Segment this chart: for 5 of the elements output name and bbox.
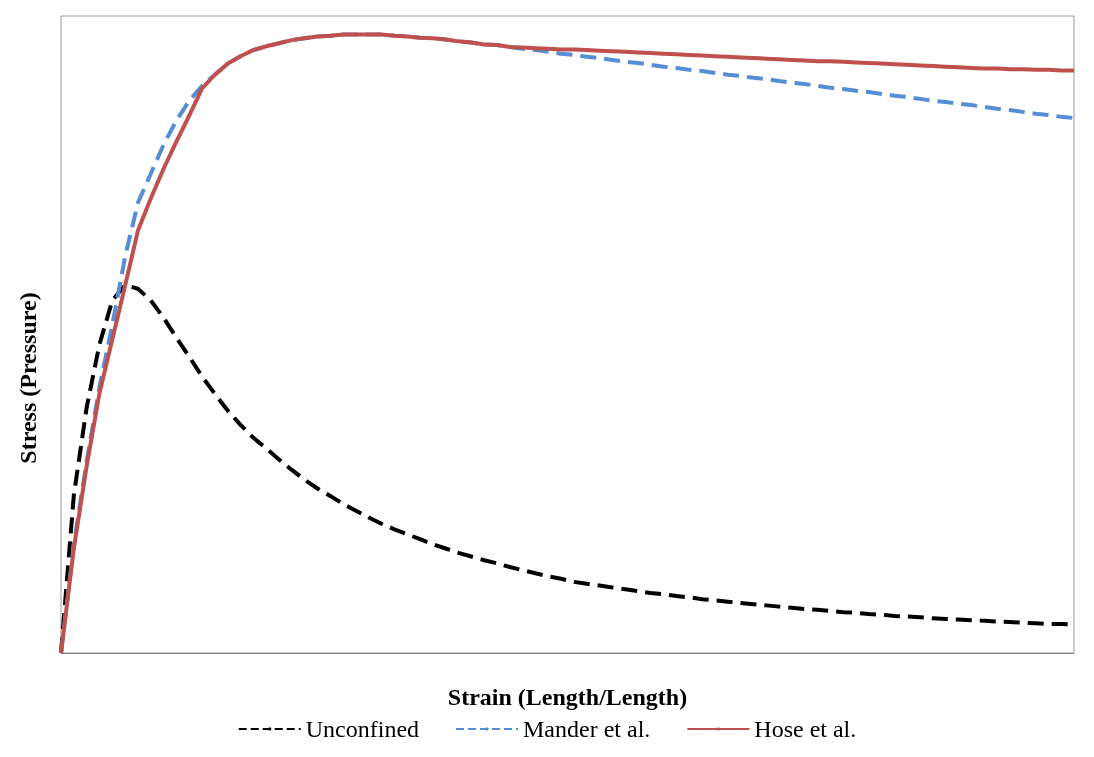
y-axis-title: Stress (Pressure)	[15, 292, 41, 464]
legend-label: Mander et al.	[523, 716, 651, 742]
legend-label: Hose et al.	[754, 716, 857, 742]
legend-label: Unconfined	[305, 716, 420, 742]
x-axis-title: Strain (Length/Length)	[447, 684, 688, 710]
